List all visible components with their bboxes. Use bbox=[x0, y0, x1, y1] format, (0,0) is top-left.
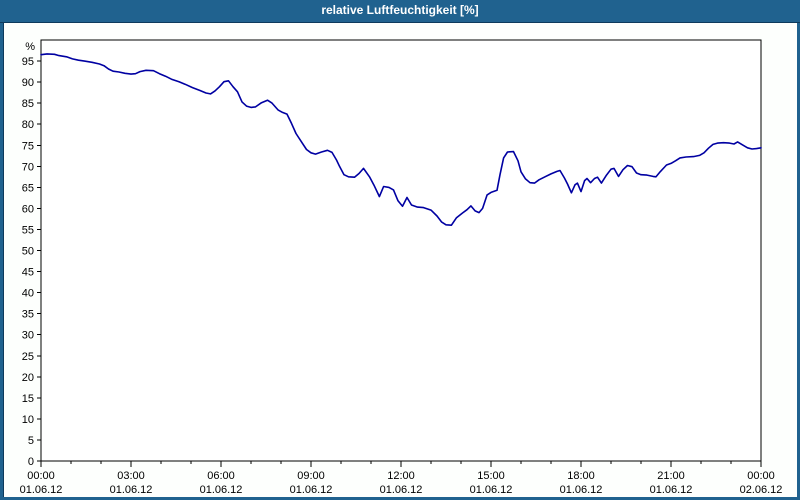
y-tick-label: 0 bbox=[28, 456, 34, 468]
x-tick-date-label: 01.06.12 bbox=[650, 484, 693, 496]
window-title: relative Luftfeuchtigkeit [%] bbox=[321, 3, 479, 17]
y-tick-label: 60 bbox=[22, 203, 34, 215]
x-tick-date-label: 01.06.12 bbox=[380, 484, 423, 496]
plot-frame bbox=[40, 39, 762, 462]
y-tick-label: 85 bbox=[22, 98, 34, 110]
x-tick-date-label: 01.06.12 bbox=[110, 484, 153, 496]
y-tick-label: 50 bbox=[22, 246, 34, 258]
y-tick-label: 70 bbox=[22, 161, 34, 173]
x-tick-time-label: 00:00 bbox=[27, 470, 55, 482]
plot-border bbox=[40, 39, 762, 462]
x-tick-date-label: 01.06.12 bbox=[290, 484, 333, 496]
x-tick-time-label: 15:00 bbox=[477, 470, 505, 482]
y-tick-label: 55 bbox=[22, 224, 34, 236]
x-tick-time-label: 09:00 bbox=[297, 470, 325, 482]
x-tick-time-label: 03:00 bbox=[117, 470, 145, 482]
y-tick-label: 35 bbox=[22, 309, 34, 321]
y-tick-label: 5 bbox=[28, 435, 34, 447]
x-tick-date-label: 01.06.12 bbox=[20, 484, 63, 496]
y-tick-label: 25 bbox=[22, 351, 34, 363]
chart-area: 0 5 10 15 20 25 30 35 40 45 50 55 60 65 70 75 80 85 90 95% 0… bbox=[3, 23, 797, 497]
x-tick-date-label: 01.06.12 bbox=[470, 484, 513, 496]
y-tick-label: 45 bbox=[22, 267, 34, 279]
x-tick-date-label: 01.06.12 bbox=[200, 484, 243, 496]
y-tick-label: 40 bbox=[22, 288, 34, 300]
y-tick-label: 65 bbox=[22, 182, 34, 194]
y-tick-label: 10 bbox=[22, 414, 34, 426]
x-tick-date-label: 01.06.12 bbox=[560, 484, 603, 496]
y-axis-unit-label: % bbox=[25, 41, 35, 53]
y-tick-label: 95 bbox=[22, 56, 34, 68]
x-tick-time-label: 18:00 bbox=[567, 470, 595, 482]
title-bar: relative Luftfeuchtigkeit [%] bbox=[0, 0, 800, 23]
x-tick-time-label: 12:00 bbox=[387, 470, 415, 482]
plot-background bbox=[41, 40, 761, 461]
x-tick-date-label: 02.06.12 bbox=[740, 484, 783, 496]
x-axis-labels: 00:00 01.06.12 03:00 01.06.12 06:00 01.06.12 0… bbox=[20, 470, 783, 496]
x-tick-time-label: 00:00 bbox=[747, 470, 775, 482]
series-relative-luftfeuchtigkeit bbox=[40, 53, 762, 226]
humidity-line bbox=[40, 53, 762, 226]
y-tick-label: 30 bbox=[22, 330, 34, 342]
y-axis-labels: 0 5 10 15 20 25 30 35 40 45 50 55 60 65 70 75 80 85 90 95% bbox=[22, 41, 35, 468]
y-tick-label: 80 bbox=[22, 119, 34, 131]
chart-svg: 05101520253035404550556065707580859095%0… bbox=[20, 39, 783, 496]
x-tick-time-label: 06:00 bbox=[207, 470, 235, 482]
y-tick-label: 20 bbox=[22, 372, 34, 384]
x-tick-time-label: 21:00 bbox=[657, 470, 685, 482]
y-tick-label: 15 bbox=[22, 393, 34, 405]
y-tick-label: 90 bbox=[22, 77, 34, 89]
y-tick-label: 75 bbox=[22, 140, 34, 152]
